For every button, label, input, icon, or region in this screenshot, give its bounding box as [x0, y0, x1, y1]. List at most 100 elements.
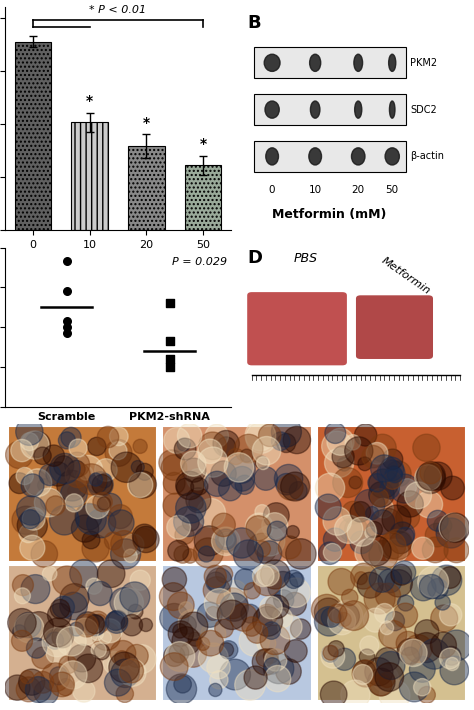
Point	[223, 644, 230, 655]
Point	[194, 474, 201, 485]
Point	[100, 475, 108, 486]
Text: SDC2: SDC2	[410, 104, 437, 114]
Point	[107, 568, 115, 579]
Point	[195, 495, 202, 506]
Point	[271, 520, 279, 531]
Point	[450, 665, 458, 676]
FancyBboxPatch shape	[247, 292, 347, 366]
Point	[293, 435, 301, 446]
Point	[55, 609, 63, 621]
Point	[349, 437, 356, 448]
Point	[215, 674, 223, 685]
Point	[272, 655, 280, 666]
Text: P = 0.029: P = 0.029	[172, 257, 227, 267]
Point	[180, 439, 188, 450]
Point	[387, 468, 395, 479]
Point	[292, 645, 300, 657]
Point	[181, 481, 189, 493]
Bar	[163, 426, 311, 562]
Point	[70, 486, 78, 497]
Point	[250, 635, 258, 647]
Point	[206, 446, 214, 457]
Point	[55, 670, 62, 682]
Point	[19, 579, 27, 591]
Point	[56, 604, 64, 615]
Ellipse shape	[309, 148, 321, 165]
Point	[379, 516, 386, 528]
Point	[261, 652, 269, 664]
Point	[83, 620, 91, 631]
Point	[39, 677, 46, 688]
Point	[40, 548, 48, 559]
Text: 50: 50	[386, 185, 399, 195]
Point	[241, 479, 248, 491]
Point	[373, 447, 381, 459]
Point	[204, 547, 212, 559]
Point	[32, 477, 39, 488]
Point	[327, 650, 335, 661]
Point	[137, 479, 144, 491]
Point	[63, 315, 70, 327]
Point	[383, 674, 391, 686]
Point	[266, 535, 273, 547]
Point	[404, 638, 412, 649]
Point	[128, 667, 136, 678]
Point	[352, 689, 359, 700]
Point	[361, 666, 368, 677]
Point	[297, 623, 304, 635]
Point	[340, 459, 348, 470]
Point	[376, 492, 383, 503]
Point	[142, 619, 150, 630]
Point	[32, 584, 39, 595]
Point	[112, 660, 120, 671]
Point	[82, 467, 90, 479]
Point	[377, 677, 385, 688]
Point	[220, 569, 228, 580]
Ellipse shape	[390, 101, 395, 118]
Point	[94, 501, 101, 513]
Point	[74, 442, 82, 454]
Point	[60, 601, 67, 613]
Point	[179, 549, 187, 560]
Point	[114, 445, 122, 457]
FancyBboxPatch shape	[254, 141, 406, 172]
Point	[119, 648, 127, 659]
Point	[425, 498, 433, 510]
Point	[259, 457, 267, 469]
Point	[439, 597, 447, 608]
Point	[131, 591, 138, 603]
Point	[324, 501, 332, 513]
Point	[428, 581, 435, 592]
Point	[407, 650, 414, 662]
Point	[237, 464, 245, 475]
Point	[71, 592, 78, 604]
Point	[372, 545, 380, 557]
Point	[274, 673, 282, 684]
Point	[28, 677, 36, 688]
Point	[81, 523, 89, 534]
Point	[329, 650, 337, 662]
Point	[127, 550, 134, 562]
Point	[423, 642, 430, 653]
Point	[337, 436, 344, 447]
Point	[287, 481, 294, 493]
Point	[171, 650, 178, 662]
Point	[289, 526, 297, 537]
Point	[120, 538, 128, 550]
Point	[33, 643, 40, 654]
Point	[97, 479, 104, 490]
Point	[262, 473, 270, 484]
Ellipse shape	[352, 148, 365, 165]
Point	[16, 626, 23, 638]
Point	[283, 479, 290, 490]
Point	[93, 441, 100, 452]
Point	[106, 625, 114, 636]
Point	[70, 497, 78, 508]
Point	[272, 569, 279, 580]
Point	[139, 479, 146, 490]
Bar	[128, 146, 165, 230]
Point	[208, 507, 215, 518]
Point	[213, 430, 220, 442]
Point	[68, 480, 76, 491]
Ellipse shape	[355, 101, 362, 118]
